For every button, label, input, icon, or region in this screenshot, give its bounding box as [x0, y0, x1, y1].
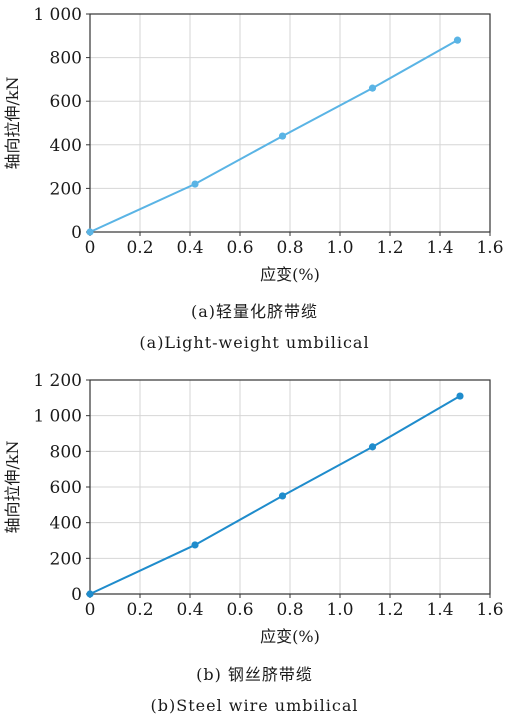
- chart-a-data-point: [278, 132, 287, 140]
- chart-b-data-point: [191, 541, 199, 549]
- chart-a-data-point: [453, 36, 462, 44]
- chart-a-x-tick-label: 1.4: [426, 238, 453, 258]
- chart-b-data-point: [456, 392, 464, 400]
- chart-a-y-tick-label: 600: [50, 92, 82, 112]
- chart-a-y-tick-label: 1 000: [33, 5, 82, 25]
- chart-b-x-tick-label: 0.8: [276, 600, 303, 620]
- chart-a-y-axis-label: 轴向拉伸/kN: [3, 76, 22, 169]
- chart-b-x-tick-label: 1.2: [376, 600, 403, 620]
- chart-b-y-tick-label: 0: [71, 585, 82, 605]
- chart-b-y-tick-label: 800: [50, 442, 82, 462]
- chart-b-caption-english: (b)Steel wire umbilical: [150, 696, 359, 715]
- chart-a-y-tick-label: 200: [50, 179, 82, 199]
- chart-b-y-axis-label: 轴向拉伸/kN: [3, 440, 22, 533]
- chart-a-y-tick-label: 0: [71, 223, 82, 243]
- chart-b-data-point: [278, 492, 287, 500]
- chart-b-y-tick-label: 1 200: [33, 371, 82, 391]
- chart-b-data-point: [368, 443, 377, 451]
- chart-a-x-tick-label: 0.4: [176, 238, 203, 258]
- chart-b-y-tick-label: 200: [50, 549, 82, 569]
- chart-b-x-tick-label: 1.4: [426, 600, 453, 620]
- chart-b-x-tick-label: 0.4: [176, 600, 203, 620]
- chart-b-series-line: [89, 395, 461, 595]
- chart-b-y-tick-label: 400: [50, 514, 82, 534]
- chart-b-x-tick-label: 0.6: [226, 600, 253, 620]
- chart-a-x-axis-label: 应变(%): [260, 265, 320, 284]
- chart-b-data-point: [86, 590, 94, 598]
- chart-a-data-point: [191, 180, 199, 188]
- chart-a-x-tick-label: 1.6: [476, 238, 503, 258]
- chart-a-data-point: [86, 228, 94, 236]
- chart-a-data-point: [368, 84, 377, 92]
- chart-a-light-weight-umbilical: 0 0.2 0.4 0.6 0.8 1.0 1.2 1.4 1.6 0 200 400 600 800 1 …: [3, 5, 504, 284]
- chart-a-x-tick-label: 0.8: [276, 238, 303, 258]
- chart-b-x-tick-label: 1.0: [326, 600, 353, 620]
- chart-a-x-tick-label: 1.2: [376, 238, 403, 258]
- chart-b-y-tick-label: 1 000: [33, 407, 82, 427]
- chart-a-x-tick-label: 1.0: [326, 238, 353, 258]
- chart-b-y-tick-label: 600: [50, 478, 82, 498]
- chart-b-x-tick-label: 1.6: [476, 600, 503, 620]
- chart-a-series-line: [89, 39, 458, 233]
- chart-b-x-tick-label: 0: [85, 600, 96, 620]
- chart-a-y-tick-label: 400: [50, 136, 82, 156]
- chart-b-x-axis-label: 应变(%): [260, 627, 320, 646]
- chart-a-x-tick-label: 0.6: [226, 238, 253, 258]
- chart-a-x-tick-label: 0.2: [126, 238, 153, 258]
- chart-b-x-tick-label: 0.2: [126, 600, 153, 620]
- chart-a-caption-english: (a)Light-weight umbilical: [139, 333, 370, 352]
- chart-a-caption-chinese: (a)轻量化脐带缆: [190, 302, 319, 321]
- chart-b-steel-wire-umbilical: 0 0.2 0.4 0.6 0.8 1.0 1.2 1.4 1.6 0 200 400 600 800 1 …: [3, 371, 504, 646]
- chart-a-y-tick-label: 800: [50, 49, 82, 69]
- chart-b-caption-chinese: (b) 钢丝脐带缆: [196, 665, 313, 684]
- chart-a-x-tick-label: 0: [85, 238, 96, 258]
